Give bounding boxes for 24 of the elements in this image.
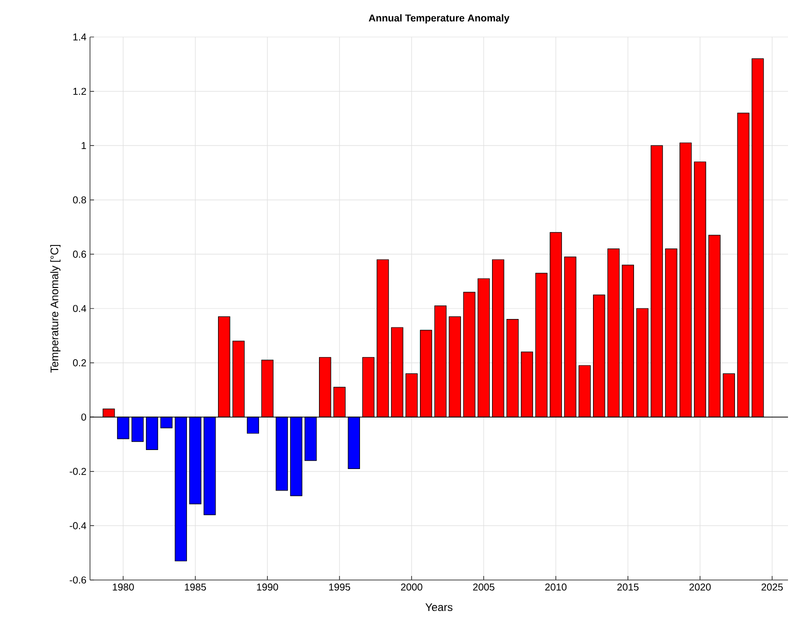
x-axis-title: Years — [425, 603, 452, 612]
x-tick-label: 1980 — [112, 584, 134, 591]
x-tick-label: 2000 — [401, 584, 422, 591]
y-tick-label: -0.2 — [70, 468, 86, 475]
y-axis-title: Temperature Anomaly [°C] — [50, 244, 60, 373]
y-tick-label: 0.2 — [73, 359, 86, 366]
y-tick-label: 1.2 — [73, 88, 86, 95]
y-tick-label: -0.4 — [70, 522, 86, 530]
x-tick-label: 2010 — [545, 584, 567, 591]
x-tick-label: 2020 — [689, 584, 711, 591]
y-tick-label: -0.6 — [70, 576, 86, 584]
x-tick-label: 2005 — [473, 584, 494, 591]
x-tick-label: 2015 — [617, 584, 639, 591]
y-tick-label: 1 — [82, 142, 86, 150]
x-tick-label: 1995 — [329, 584, 350, 591]
x-tick-label: 1985 — [184, 584, 206, 591]
y-tick-label: 0.4 — [73, 304, 86, 312]
chart-title: Annual Temperature Anomaly — [368, 14, 510, 24]
y-tick-label: 0.6 — [73, 250, 86, 258]
y-tick-label: 0.8 — [73, 196, 86, 204]
x-tick-label: 1990 — [257, 584, 278, 591]
y-tick-label: 0 — [81, 414, 86, 421]
x-tick-label: 2025 — [762, 584, 783, 591]
y-tick-label: 1.4 — [73, 34, 86, 40]
